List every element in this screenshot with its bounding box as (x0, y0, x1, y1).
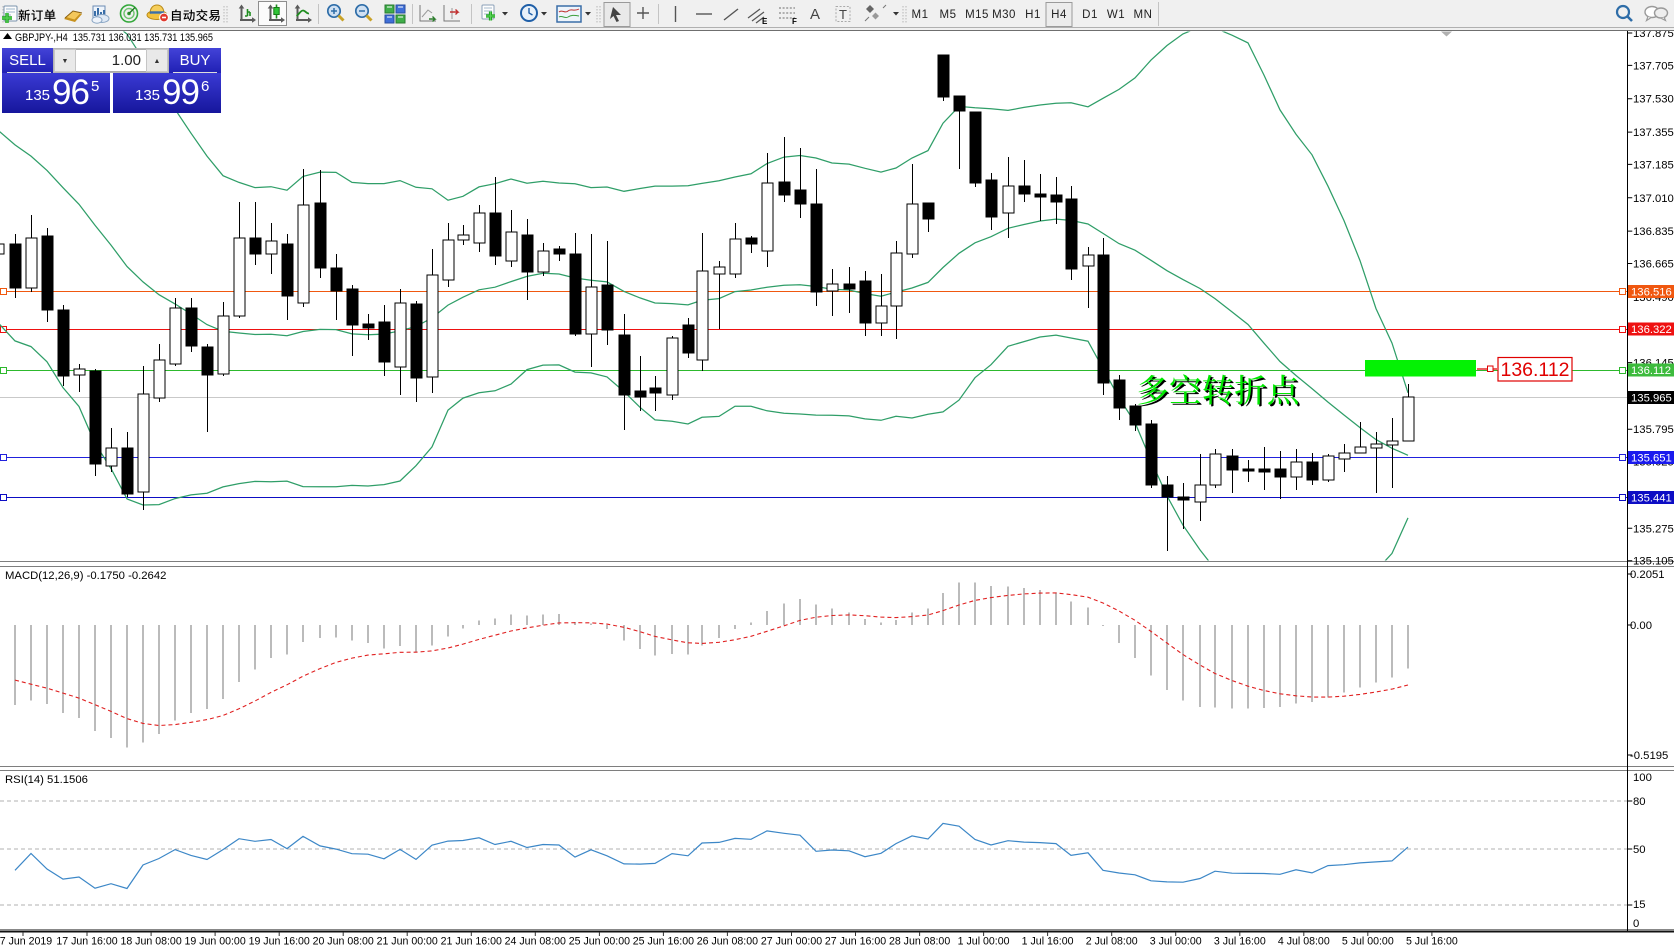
svg-text:M15: M15 (965, 9, 989, 21)
svg-text:0.00: 0.00 (1630, 620, 1652, 632)
svg-text:F: F (792, 17, 797, 26)
svg-text:25 Jun 16:00: 25 Jun 16:00 (633, 936, 694, 948)
svg-text:100: 100 (1633, 772, 1652, 784)
svg-text:136.665: 136.665 (1633, 259, 1674, 271)
svg-text:MACD(12,26,9) -0.1750 -0.2642: MACD(12,26,9) -0.1750 -0.2642 (5, 570, 166, 582)
svg-text:137.010: 137.010 (1633, 193, 1674, 205)
svg-text:15: 15 (1633, 899, 1646, 911)
svg-text:20 Jun 08:00: 20 Jun 08:00 (313, 936, 374, 948)
svg-text:MN: MN (1134, 9, 1153, 21)
svg-text:50: 50 (1633, 844, 1646, 856)
svg-text:M5: M5 (940, 9, 957, 21)
svg-text:24 Jun 08:00: 24 Jun 08:00 (505, 936, 566, 948)
svg-text:0.2051: 0.2051 (1630, 569, 1665, 581)
svg-text:19 Jun 16:00: 19 Jun 16:00 (249, 936, 310, 948)
svg-text:A: A (810, 6, 820, 23)
svg-text:2 Jul 08:00: 2 Jul 08:00 (1086, 936, 1138, 948)
svg-text:26 Jun 08:00: 26 Jun 08:00 (697, 936, 758, 948)
svg-text:21 Jun 00:00: 21 Jun 00:00 (377, 936, 438, 948)
svg-text:136.112: 136.112 (1631, 365, 1671, 377)
svg-text:137.185: 137.185 (1633, 159, 1674, 171)
svg-text:3 Jul 16:00: 3 Jul 16:00 (1214, 936, 1266, 948)
svg-text:136.322: 136.322 (1631, 324, 1672, 336)
svg-text:137.530: 137.530 (1633, 94, 1674, 106)
svg-text:27 Jun 00:00: 27 Jun 00:00 (761, 936, 822, 948)
svg-text:135.795: 135.795 (1633, 424, 1674, 436)
svg-text:T: T (839, 7, 847, 22)
svg-text:27 Jun 16:00: 27 Jun 16:00 (825, 936, 886, 948)
svg-text:136.835: 136.835 (1633, 226, 1674, 238)
svg-text:H1: H1 (1025, 9, 1041, 21)
svg-text:1 Jul 00:00: 1 Jul 00:00 (958, 936, 1010, 948)
svg-text:5 Jul 00:00: 5 Jul 00:00 (1342, 936, 1394, 948)
svg-text:W1: W1 (1107, 9, 1125, 21)
svg-text:135.105: 135.105 (1633, 556, 1674, 568)
svg-text:25 Jun 00:00: 25 Jun 00:00 (569, 936, 630, 948)
svg-text:M1: M1 (912, 9, 929, 21)
svg-text:137.355: 137.355 (1633, 127, 1674, 139)
svg-text:GBPJPY-,H4 135.731 136.031 13: GBPJPY-,H4 135.731 136.031 135.731 135.9… (15, 32, 213, 44)
svg-text:RSI(14) 51.1506: RSI(14) 51.1506 (5, 774, 88, 786)
svg-text:5 Jul 16:00: 5 Jul 16:00 (1406, 936, 1458, 948)
svg-text:136.516: 136.516 (1631, 287, 1672, 299)
svg-text:136.112: 136.112 (1500, 359, 1569, 381)
svg-text:137.705: 137.705 (1633, 60, 1674, 72)
svg-text:M30: M30 (992, 9, 1016, 21)
svg-text:H4: H4 (1051, 9, 1067, 21)
svg-text:80: 80 (1633, 796, 1646, 808)
svg-text:135.441: 135.441 (1631, 493, 1672, 505)
svg-text:135.965: 135.965 (1631, 393, 1672, 405)
svg-text:17 Jun 2019: 17 Jun 2019 (0, 936, 52, 948)
svg-text:D1: D1 (1082, 9, 1098, 21)
svg-text:E: E (762, 17, 768, 26)
svg-text:0: 0 (1633, 918, 1639, 930)
svg-text:21 Jun 16:00: 21 Jun 16:00 (441, 936, 502, 948)
svg-text:3 Jul 00:00: 3 Jul 00:00 (1150, 936, 1202, 948)
svg-text:19 Jun 00:00: 19 Jun 00:00 (184, 936, 245, 948)
svg-text:135.651: 135.651 (1631, 453, 1672, 465)
svg-text:-0.5195: -0.5195 (1630, 750, 1668, 762)
svg-text:28 Jun 08:00: 28 Jun 08:00 (889, 936, 950, 948)
svg-text:17 Jun 16:00: 17 Jun 16:00 (56, 936, 117, 948)
svg-text:18 Jun 08:00: 18 Jun 08:00 (120, 936, 181, 948)
svg-text:1 Jul 16:00: 1 Jul 16:00 (1022, 936, 1074, 948)
svg-text:135.275: 135.275 (1633, 523, 1674, 535)
svg-text:4 Jul 08:00: 4 Jul 08:00 (1278, 936, 1330, 948)
